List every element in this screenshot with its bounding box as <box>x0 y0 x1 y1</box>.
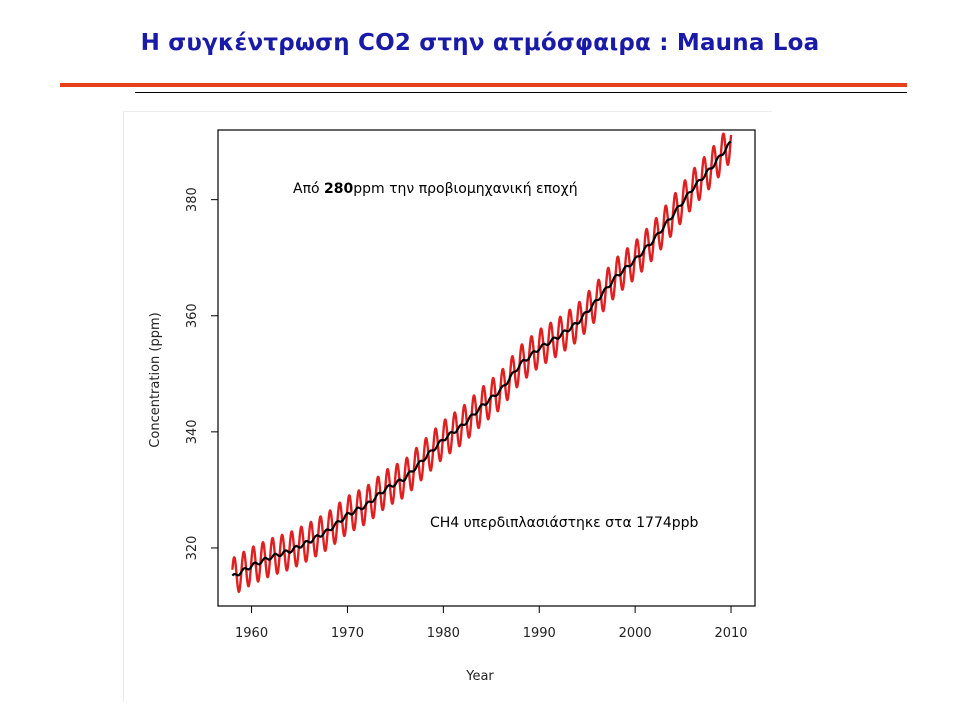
x-tick-label: 1990 <box>523 626 556 641</box>
annotation-preindustrial-value: 280 <box>324 181 354 197</box>
annotation-preindustrial-suffix: ppm την προβιομηχανική εποχή <box>353 181 578 197</box>
title-underline-black <box>135 92 907 93</box>
x-axis-label: Year <box>465 669 494 684</box>
plot-border <box>217 129 756 607</box>
y-tick-label: 320 <box>185 536 200 561</box>
slide-title: Η συγκέντρωση CO2 στην ατμόσφαιρα : Maun… <box>140 30 820 56</box>
monthly-co2-line <box>231 132 733 593</box>
x-tick-label: 2010 <box>714 626 747 641</box>
x-tick-label: 1960 <box>235 626 268 641</box>
x-tick-label: 1980 <box>427 626 460 641</box>
annotation-ch4: CH4 υπερδιπλασιάστηκε στα 1774ppb <box>430 515 699 531</box>
x-axis-ticks: 1960 1970 1980 1990 2000 2010 <box>235 606 748 641</box>
y-axis-ticks: 320 340 360 380 <box>185 187 218 560</box>
plot-box <box>217 129 756 607</box>
co2-chart: 1960 1970 1980 1990 2000 2010 320 340 360 380 Ye… <box>148 129 756 684</box>
annotation-preindustrial-prefix: Από <box>293 181 325 197</box>
y-axis-label: Concentration (ppm) <box>148 312 163 447</box>
monthly-co2-series <box>231 132 733 593</box>
y-tick-label: 360 <box>185 303 200 328</box>
annotation-preindustrial: Από 280ppm την προβιομηχανική εποχή <box>293 181 578 197</box>
x-tick-label: 2000 <box>619 626 652 641</box>
y-tick-label: 340 <box>185 419 200 444</box>
annual-co2-series <box>231 140 732 577</box>
title-underline-red <box>60 83 907 87</box>
annual-co2-line <box>231 140 732 577</box>
y-tick-label: 380 <box>185 187 200 212</box>
figure-frame: 1960 1970 1980 1990 2000 2010 320 340 360 380 Ye… <box>123 111 772 702</box>
x-tick-label: 1970 <box>331 626 364 641</box>
